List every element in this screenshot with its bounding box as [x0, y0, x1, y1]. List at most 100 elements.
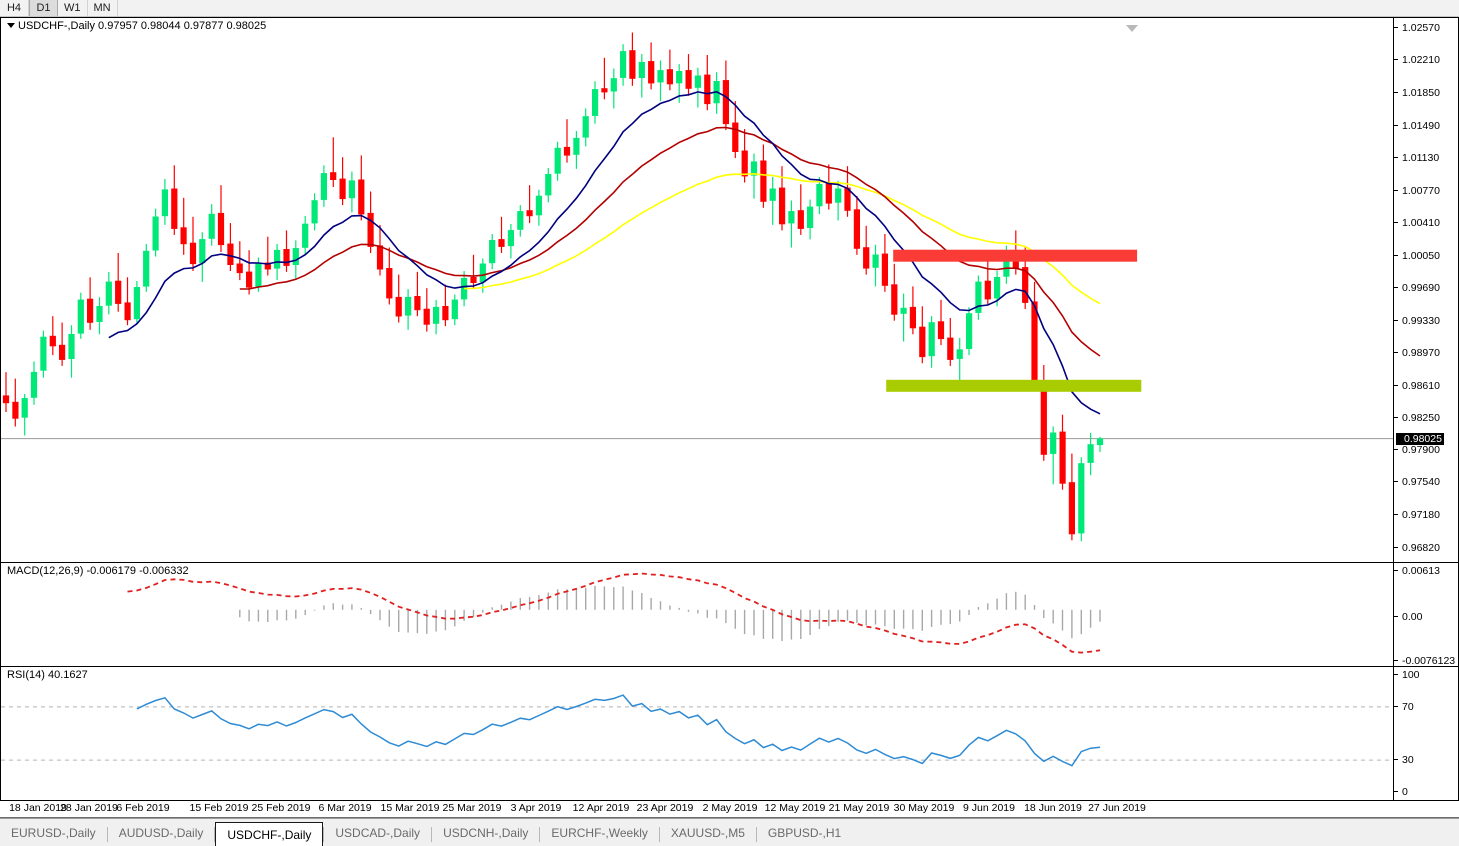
date-axis-label: 6 Feb 2019 [116, 802, 170, 814]
rsi-chart-svg [1, 694, 1393, 767]
tab-separator [539, 827, 541, 842]
tab-separator [323, 827, 325, 842]
candle-body [1031, 301, 1038, 385]
date-axis-label: 12 Apr 2019 [572, 802, 630, 814]
tab-separator [214, 827, 216, 842]
candle-body [273, 249, 281, 269]
candle-body [872, 254, 879, 268]
rsi-axis[interactable]: 100 70 30 0 [1393, 667, 1458, 800]
candle-body [760, 160, 767, 202]
candle-body [77, 299, 84, 334]
macd-chart-svg [127, 572, 1101, 654]
candle-body [900, 307, 907, 314]
candle-body [928, 322, 935, 357]
candle-body [517, 211, 524, 230]
timeframe-button-h4[interactable]: H4 [0, 0, 29, 16]
tab-separator [106, 827, 108, 842]
price-pane[interactable]: USDCHF-,Daily 0.97957 0.98044 0.97877 0.… [0, 17, 1459, 563]
timeframe-button-w1[interactable]: W1 [58, 0, 88, 16]
date-axis-label: 15 Feb 2019 [189, 802, 249, 814]
current-price-tag: 0.98025 [1396, 432, 1444, 445]
timeframe-button-mn[interactable]: MN [87, 0, 118, 16]
candle-body [919, 326, 926, 358]
candle-body [414, 295, 421, 311]
candle-body [320, 173, 328, 200]
chart-tab-audusddaily[interactable]: AUDUSD-,Daily [118, 826, 204, 840]
candle-body [507, 230, 515, 247]
candle-body [563, 146, 571, 156]
macd-pane[interactable]: MACD(12,26,9) -0.006179 -0.006332 0.0061… [0, 562, 1459, 667]
candle-body [171, 188, 178, 229]
candle-body [217, 212, 225, 246]
price-axis-tick: 0.99690 [1394, 282, 1440, 294]
rsi-pane[interactable]: RSI(14) 40.1627 100 70 30 0 [0, 666, 1459, 801]
candle-body [339, 178, 346, 200]
rsi-plot-area[interactable] [1, 667, 1393, 800]
price-axis[interactable]: 1.02570 1.02210 1.01850 1.01490 1.01130 1.007… [1393, 18, 1458, 562]
candle-body [489, 240, 496, 264]
timeframe-button-d1[interactable]: D1 [29, 0, 58, 16]
collapse-caret-icon[interactable] [7, 22, 15, 28]
candle-body [975, 281, 982, 313]
chart-position-marker-icon[interactable] [1126, 25, 1138, 32]
chart-tabbar: EURUSD-,Daily AUDUSD-,Daily USDCHF-,Daily U… [0, 818, 1459, 846]
candle-body [891, 284, 898, 315]
candle-body [554, 147, 561, 174]
candle-body [676, 70, 683, 84]
candle-body [666, 69, 673, 85]
date-axis-label: 25 Mar 2019 [442, 802, 502, 814]
candle-body [470, 276, 477, 283]
macd-axis-tick: -0.0076123 [1394, 655, 1455, 667]
candle-body [1022, 267, 1029, 303]
candle-body [302, 223, 309, 248]
candle-body [21, 398, 28, 418]
macd-axis[interactable]: 0.00613 0.00 -0.0076123 [1393, 563, 1458, 667]
date-axis-label: 18 Jun 2019 [1024, 802, 1082, 814]
candle-body [2, 395, 10, 404]
candle-body [1078, 463, 1085, 534]
candle-body [947, 337, 954, 360]
price-axis-tick: 0.97900 [1394, 444, 1440, 456]
candle-body [657, 70, 664, 83]
candle-body [835, 188, 842, 203]
date-axis-label: 9 Jun 2019 [963, 802, 1015, 814]
candle-body [610, 78, 617, 92]
chart-tab-gbpusdh1[interactable]: GBPUSD-,H1 [767, 826, 842, 840]
candle-body [283, 249, 290, 266]
candle-body [404, 296, 412, 316]
candle-body [582, 116, 589, 138]
date-axis-label: 21 May 2019 [828, 802, 890, 814]
candle-body [367, 212, 374, 247]
chart-tab-usdcnhdaily[interactable]: USDCNH-,Daily [443, 826, 529, 840]
price-axis-tick: 0.98970 [1394, 347, 1440, 359]
candle-body [769, 188, 776, 201]
macd-signal-line [127, 572, 1101, 654]
price-axis-tick: 0.99330 [1394, 315, 1440, 327]
candle-body [87, 298, 94, 323]
candle-body [96, 305, 103, 322]
candle-body [1087, 444, 1094, 463]
date-axis-label: 2 May 2019 [702, 802, 758, 814]
price-axis-tick: 0.96820 [1394, 542, 1440, 554]
candle-body [1068, 482, 1075, 535]
chart-tab-eurusddaily[interactable]: EURUSD-,Daily [11, 826, 96, 840]
macd-plot-area[interactable] [1, 563, 1393, 666]
candle-body [1059, 431, 1066, 484]
candle-body [105, 281, 112, 306]
chart-tab-xauusdm5[interactable]: XAUUSD-,M5 [670, 826, 745, 840]
candle-body [648, 61, 655, 84]
candle-body [208, 213, 215, 239]
candle-body [853, 209, 860, 249]
candle-body [694, 75, 701, 88]
candle-body [12, 401, 19, 419]
price-axis-tick: 1.01130 [1394, 152, 1439, 164]
price-plot-area[interactable] [1, 18, 1393, 562]
candle-body [199, 239, 206, 264]
candle-body [816, 184, 823, 207]
chart-tab-eurchfweekly[interactable]: EURCHF-,Weekly [551, 826, 648, 840]
candle-body [227, 243, 234, 265]
chart-tab-usdcaddaily[interactable]: USDCAD-,Daily [335, 826, 421, 840]
chart-tab-usdchfdaily[interactable]: USDCHF-,Daily [215, 822, 324, 846]
date-axis[interactable]: 18 Jan 2019 28 Jan 2019 6 Feb 2019 15 Feb 2… [0, 801, 1459, 818]
symbol-ohlc-label: USDCHF-,Daily 0.97957 0.98044 0.97877 0.… [18, 20, 267, 32]
